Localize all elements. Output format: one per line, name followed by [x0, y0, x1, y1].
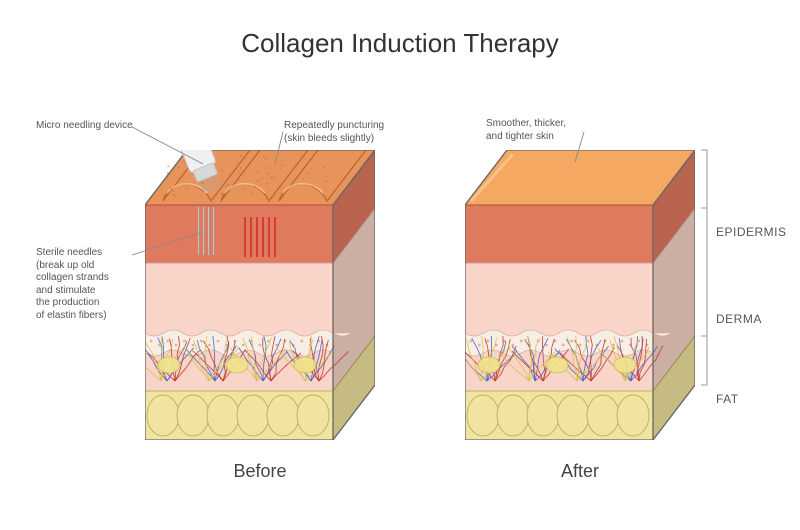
annotation-needles: Sterile needles(break up oldcollagen str… — [36, 247, 136, 322]
after-svg — [465, 150, 695, 440]
label-fat: FAT — [716, 392, 739, 406]
after-caption: After — [465, 461, 695, 482]
label-derma: DERMA — [716, 312, 762, 326]
annotation-device: Micro needling device — [36, 120, 136, 133]
before-panel: Before — [145, 150, 375, 440]
annotation-puncturing: Repeatedly puncturing(skin bleeds slight… — [284, 120, 404, 145]
before-svg — [145, 150, 375, 440]
page-title: Collagen Induction Therapy — [0, 28, 800, 59]
annotation-smoother: Smoother, thicker,and tighter skin — [486, 118, 606, 143]
before-caption: Before — [145, 461, 375, 482]
after-panel: After — [465, 150, 695, 440]
label-epidermis: EPIDERMIS — [716, 225, 787, 239]
